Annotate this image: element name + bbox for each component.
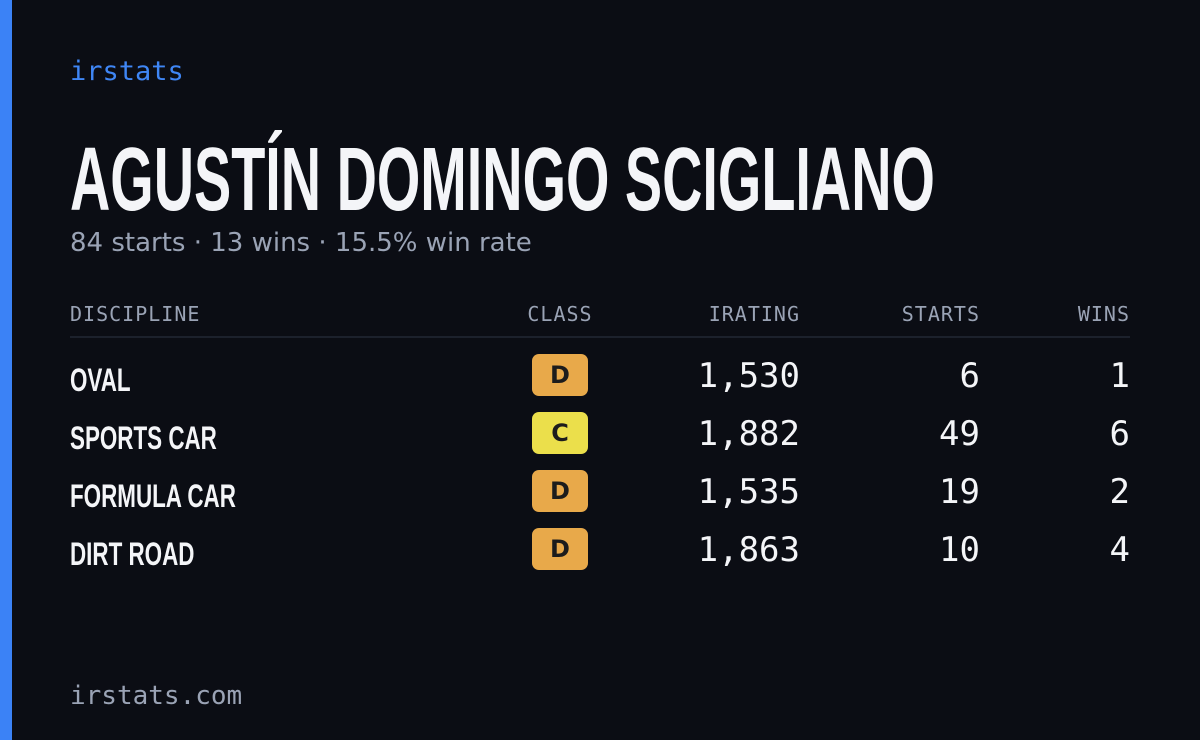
discipline: DIRT ROAD: [70, 536, 195, 572]
wins: 6: [1109, 414, 1130, 454]
summary: 84 starts · 13 wins · 15.5% win rate: [70, 228, 532, 258]
column-header: STARTS: [901, 302, 980, 326]
accent-bar: [0, 0, 12, 740]
brand: irstats: [70, 56, 184, 87]
header-rule: [70, 336, 1130, 338]
discipline: OVAL: [70, 362, 131, 398]
wins: 4: [1109, 530, 1130, 570]
column-header: WINS: [1077, 302, 1130, 326]
discipline: SPORTS CAR: [70, 420, 217, 456]
class-badge: D: [532, 470, 588, 512]
driver-name: AGUSTÍN DOMINGO SCIGLIANO: [70, 130, 935, 230]
irating: 1,882: [697, 414, 800, 454]
irating: 1,863: [697, 530, 800, 570]
class-badge: C: [532, 412, 588, 454]
class-badge: D: [532, 354, 588, 396]
wins: 2: [1109, 472, 1130, 512]
starts: 10: [939, 530, 980, 570]
column-header: DISCIPLINE: [70, 302, 201, 326]
irating: 1,530: [697, 356, 800, 396]
starts: 49: [939, 414, 980, 454]
discipline: FORMULA CAR: [70, 478, 236, 514]
column-header: IRATING: [708, 302, 800, 326]
starts: 6: [959, 356, 980, 396]
column-header: CLASS: [527, 302, 593, 326]
wins: 1: [1109, 356, 1130, 396]
footer-site: irstats.com: [70, 681, 243, 711]
starts: 19: [939, 472, 980, 512]
class-badge: D: [532, 528, 588, 570]
irating: 1,535: [697, 472, 800, 512]
